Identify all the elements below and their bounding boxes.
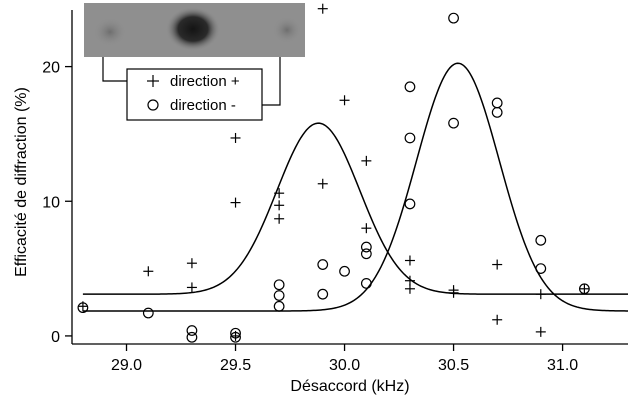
data-point-direction-minus (535, 234, 547, 246)
data-point-direction-minus (404, 81, 416, 93)
x-tick-label: 30.0 (329, 357, 360, 374)
data-point-direction-plus (361, 223, 372, 234)
data-point-direction-minus (491, 106, 503, 118)
legend-connector-left (102, 57, 127, 82)
data-point-direction-minus (404, 198, 416, 210)
data-point-direction-plus (186, 258, 197, 269)
data-point-direction-minus (448, 117, 459, 129)
data-point-direction-minus (77, 302, 89, 314)
y-axis-label: Efficacité de diffraction (%) (13, 87, 30, 277)
data-point-direction-plus (186, 282, 197, 293)
legend: direction + direction - (102, 57, 281, 121)
inset-image (84, 3, 305, 57)
legend-plus-marker (147, 75, 159, 87)
legend-connector-right (262, 57, 281, 106)
data-point-direction-minus (273, 290, 285, 301)
data-point-direction-plus (579, 283, 590, 294)
data-point-direction-plus (492, 314, 503, 325)
data-point-direction-plus (274, 188, 285, 199)
data-point-direction-minus (317, 288, 329, 300)
data-points (77, 3, 590, 343)
data-point-direction-minus (535, 263, 547, 274)
y-tick-label: 0 (51, 329, 60, 346)
data-point-direction-minus (448, 12, 459, 24)
data-point-direction-minus (360, 241, 372, 253)
data-point-direction-minus (360, 278, 372, 289)
data-point-direction-plus (317, 178, 328, 189)
fit-curve-direction-plus (82, 122, 628, 295)
x-ticks: 29.0 29.5 30.0 30.5 31.0 (111, 344, 578, 374)
data-point-direction-plus (535, 289, 546, 300)
y-tick-label: 10 (42, 194, 60, 211)
data-point-direction-plus (492, 259, 503, 270)
data-point-direction-plus (274, 213, 285, 224)
x-axis-label: Désaccord (kHz) (290, 378, 409, 395)
x-tick-label: 31.0 (547, 357, 578, 374)
y-tick-label: 20 (42, 60, 60, 77)
data-point-direction-plus (404, 255, 415, 266)
data-point-direction-plus (361, 155, 372, 166)
data-point-direction-minus (491, 97, 503, 109)
data-point-direction-plus (230, 197, 241, 208)
data-point-direction-minus (404, 132, 416, 144)
x-tick-label: 29.5 (220, 357, 251, 374)
data-point-direction-minus (142, 307, 154, 319)
data-point-direction-plus (404, 283, 415, 294)
legend-label-direction-minus: direction - (170, 97, 236, 114)
legend-circle-marker (147, 99, 159, 111)
data-point-direction-plus (448, 287, 459, 298)
data-point-direction-minus (230, 331, 241, 343)
data-point-direction-minus (230, 327, 241, 339)
x-tick-label: 30.5 (438, 357, 469, 374)
y-ticks: 0 10 20 (42, 60, 72, 346)
data-point-direction-plus (230, 132, 241, 143)
data-point-direction-minus (360, 248, 372, 260)
data-point-direction-plus (317, 3, 328, 14)
data-point-direction-minus (273, 300, 285, 312)
legend-box (126, 68, 263, 121)
data-point-direction-minus (186, 325, 198, 336)
x-tick-label: 29.0 (111, 357, 142, 374)
data-point-direction-plus (535, 326, 546, 337)
data-point-direction-minus (186, 331, 198, 343)
data-point-direction-minus (339, 265, 350, 277)
legend-label-direction-plus: direction + (170, 73, 240, 90)
axes (71, 10, 628, 345)
data-point-direction-plus (143, 266, 154, 277)
data-point-direction-minus (317, 259, 329, 270)
data-point-direction-plus (274, 200, 285, 211)
data-point-direction-plus (339, 95, 350, 106)
data-point-direction-minus (273, 279, 285, 291)
data-point-direction-minus (578, 283, 590, 295)
